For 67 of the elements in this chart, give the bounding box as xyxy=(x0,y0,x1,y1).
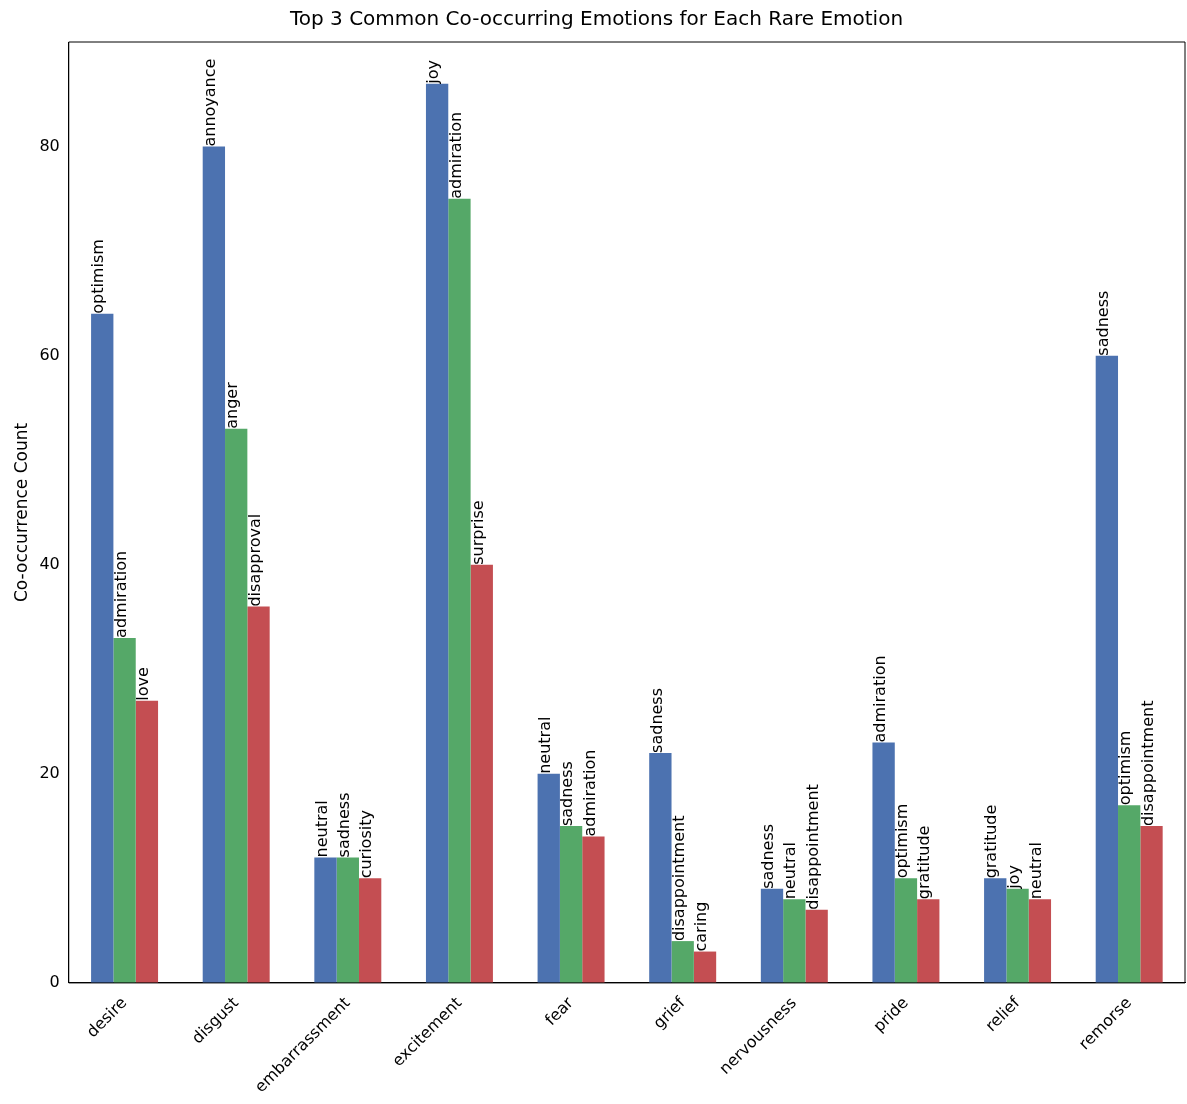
bar xyxy=(1140,826,1163,983)
data-label: neutral xyxy=(1026,842,1046,900)
y-tick-label: 20 xyxy=(39,762,60,782)
data-label: neutral xyxy=(534,716,554,774)
bar xyxy=(247,606,270,983)
data-label: joy xyxy=(1003,865,1023,890)
y-tick-label: 40 xyxy=(39,553,60,573)
data-label: sadness xyxy=(646,687,666,753)
bar xyxy=(225,428,248,983)
bar xyxy=(984,878,1007,983)
bar xyxy=(894,878,918,983)
y-tick-label: 60 xyxy=(39,344,60,364)
data-label: caring xyxy=(691,901,711,952)
data-label: optimism xyxy=(1115,730,1135,806)
data-label: admiration xyxy=(579,749,599,837)
data-label: love xyxy=(133,667,153,701)
data-label: disappointment xyxy=(802,784,822,910)
y-axis-title: Co-occurrence Count xyxy=(10,422,31,603)
bar xyxy=(537,773,560,983)
chart-title: Top 3 Common Co-occurring Emotions for Each Rare Emotion xyxy=(288,6,904,31)
y-tick-label: 0 xyxy=(49,972,60,992)
data-label: disapproval xyxy=(244,513,264,607)
bar xyxy=(1095,355,1119,983)
data-label: disappointment xyxy=(1137,700,1157,827)
data-label: optimism xyxy=(88,239,108,314)
data-label: neutral xyxy=(311,800,331,858)
bar xyxy=(336,857,359,983)
bar xyxy=(917,899,940,983)
bar xyxy=(113,637,136,983)
bar xyxy=(559,826,583,983)
bar xyxy=(470,564,493,983)
y-tick-label: 80 xyxy=(39,135,60,155)
bar xyxy=(202,146,226,983)
bar xyxy=(649,752,672,983)
data-label: neutral xyxy=(780,842,800,900)
bar xyxy=(448,198,471,983)
bar xyxy=(1028,899,1052,983)
bar xyxy=(314,857,337,983)
data-label: admiration xyxy=(869,655,889,743)
data-label: gratitude xyxy=(914,825,934,900)
bar xyxy=(582,836,605,983)
data-label: optimism xyxy=(892,803,912,879)
data-label: gratitude xyxy=(981,804,1001,879)
bar xyxy=(425,83,449,983)
data-label: admiration xyxy=(445,111,465,199)
bar xyxy=(760,888,784,983)
bar xyxy=(91,313,114,983)
bar xyxy=(693,951,717,983)
data-label: surprise xyxy=(467,500,487,565)
data-label: disappointment xyxy=(668,815,688,942)
bar xyxy=(1118,805,1141,983)
data-label: sadness xyxy=(1093,290,1113,356)
data-label: sadness xyxy=(758,823,778,889)
data-label: admiration xyxy=(110,550,130,638)
bar xyxy=(671,941,694,983)
bar xyxy=(783,899,806,983)
bar xyxy=(135,700,159,983)
data-label: anger xyxy=(222,381,242,429)
bar xyxy=(872,742,895,983)
bar xyxy=(358,878,382,983)
data-label: curiosity xyxy=(356,810,376,879)
data-label: annoyance xyxy=(200,58,220,147)
data-label: joy xyxy=(423,60,443,85)
data-label: sadness xyxy=(557,761,577,827)
bar xyxy=(805,909,828,983)
data-label: sadness xyxy=(333,792,353,858)
bar xyxy=(1006,888,1029,983)
